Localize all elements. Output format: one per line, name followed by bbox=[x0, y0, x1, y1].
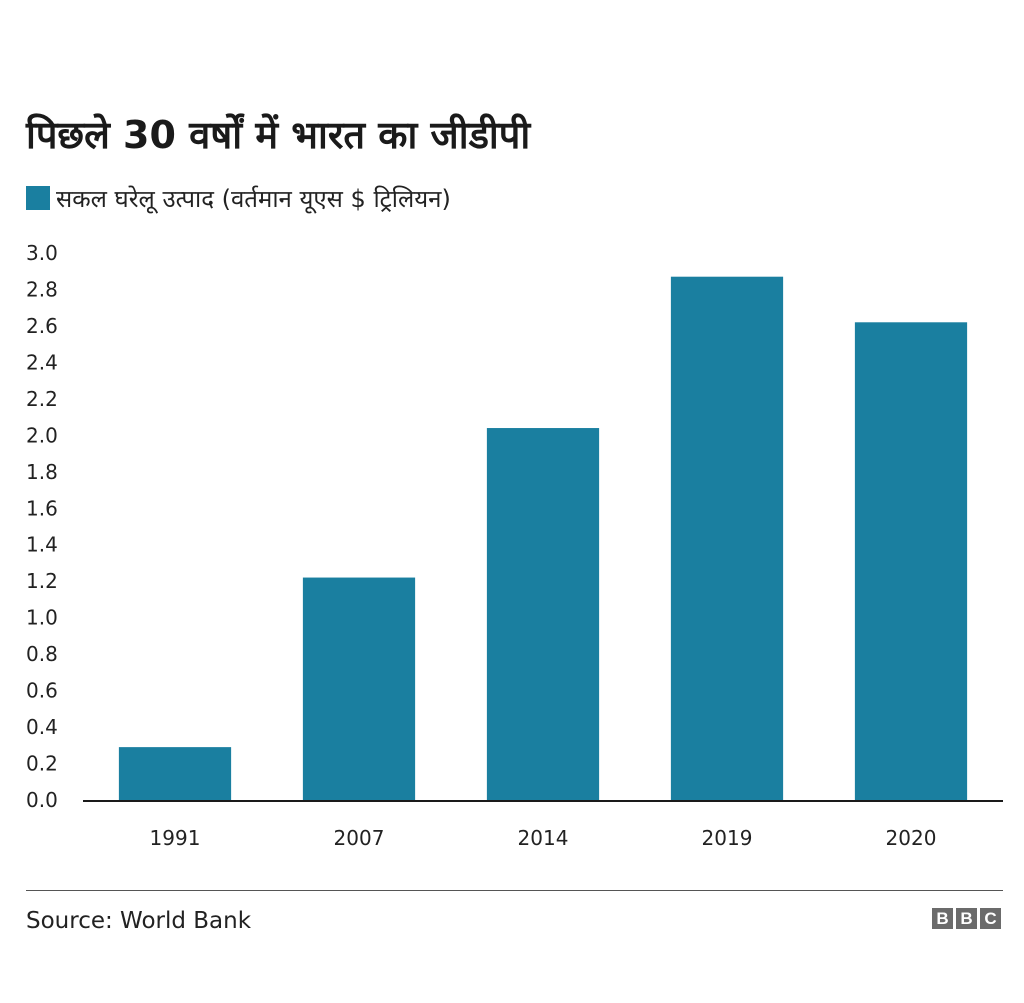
y-tick-label: 0.6 bbox=[26, 679, 58, 703]
x-tick-label: 2020 bbox=[886, 826, 937, 850]
source-note: Source: World Bank bbox=[26, 908, 252, 934]
y-tick-label: 0.8 bbox=[26, 642, 58, 666]
y-tick-label: 1.0 bbox=[26, 606, 58, 630]
bar-2014 bbox=[486, 428, 600, 800]
bbc-logo-letter: B bbox=[932, 908, 953, 929]
y-tick-label: 2.4 bbox=[26, 350, 58, 374]
y-tick-label: 2.6 bbox=[26, 314, 58, 338]
x-tick-label: 1991 bbox=[150, 826, 201, 850]
bbc-logo-letter: C bbox=[980, 908, 1001, 929]
x-tick-label: 2007 bbox=[334, 826, 385, 850]
y-tick-label: 2.2 bbox=[26, 387, 58, 411]
y-tick-label: 1.6 bbox=[26, 496, 58, 520]
legend-swatch bbox=[26, 186, 50, 210]
y-axis-ticks: 0.0 0.2 0.4 0.6 0.8 1.0 1.2 1.4 1.6 1.8 2.0 2.2 2.4 2… bbox=[26, 241, 58, 812]
y-tick-label: 1.2 bbox=[26, 569, 58, 593]
bar-2007 bbox=[302, 577, 416, 800]
bars bbox=[118, 276, 968, 800]
bar-chart: 0.0 0.2 0.4 0.6 0.8 1.0 1.2 1.4 1.6 1.8 2.0 2.2 2.4 2… bbox=[26, 241, 1003, 850]
y-tick-label: 1.8 bbox=[26, 460, 58, 484]
y-tick-label: 3.0 bbox=[26, 241, 58, 265]
y-tick-label: 0.0 bbox=[26, 788, 58, 812]
bbc-logo-letter: B bbox=[956, 908, 977, 929]
footer-divider bbox=[26, 890, 1003, 891]
y-tick-label: 2.8 bbox=[26, 277, 58, 301]
bar-2019 bbox=[670, 276, 784, 800]
x-axis-ticks: 1991 2007 2014 2019 2020 bbox=[150, 826, 937, 850]
bar-2020 bbox=[854, 322, 968, 800]
legend-label: सकल घरेलू उत्पाद (वर्तमान यूएस $ ट्रिलिय… bbox=[56, 184, 451, 213]
y-tick-label: 0.2 bbox=[26, 752, 58, 776]
y-tick-label: 2.0 bbox=[26, 423, 58, 447]
chart-legend: सकल घरेलू उत्पाद (वर्तमान यूएस $ ट्रिलिय… bbox=[26, 184, 451, 213]
chart-title: पिछले 30 वर्षों में भारत का जीडीपी bbox=[26, 113, 531, 157]
bar-1991 bbox=[118, 747, 232, 800]
x-tick-label: 2019 bbox=[702, 826, 753, 850]
y-tick-label: 1.4 bbox=[26, 533, 58, 557]
y-tick-label: 0.4 bbox=[26, 715, 58, 739]
bbc-logo: B B C bbox=[932, 908, 1001, 929]
x-tick-label: 2014 bbox=[518, 826, 569, 850]
